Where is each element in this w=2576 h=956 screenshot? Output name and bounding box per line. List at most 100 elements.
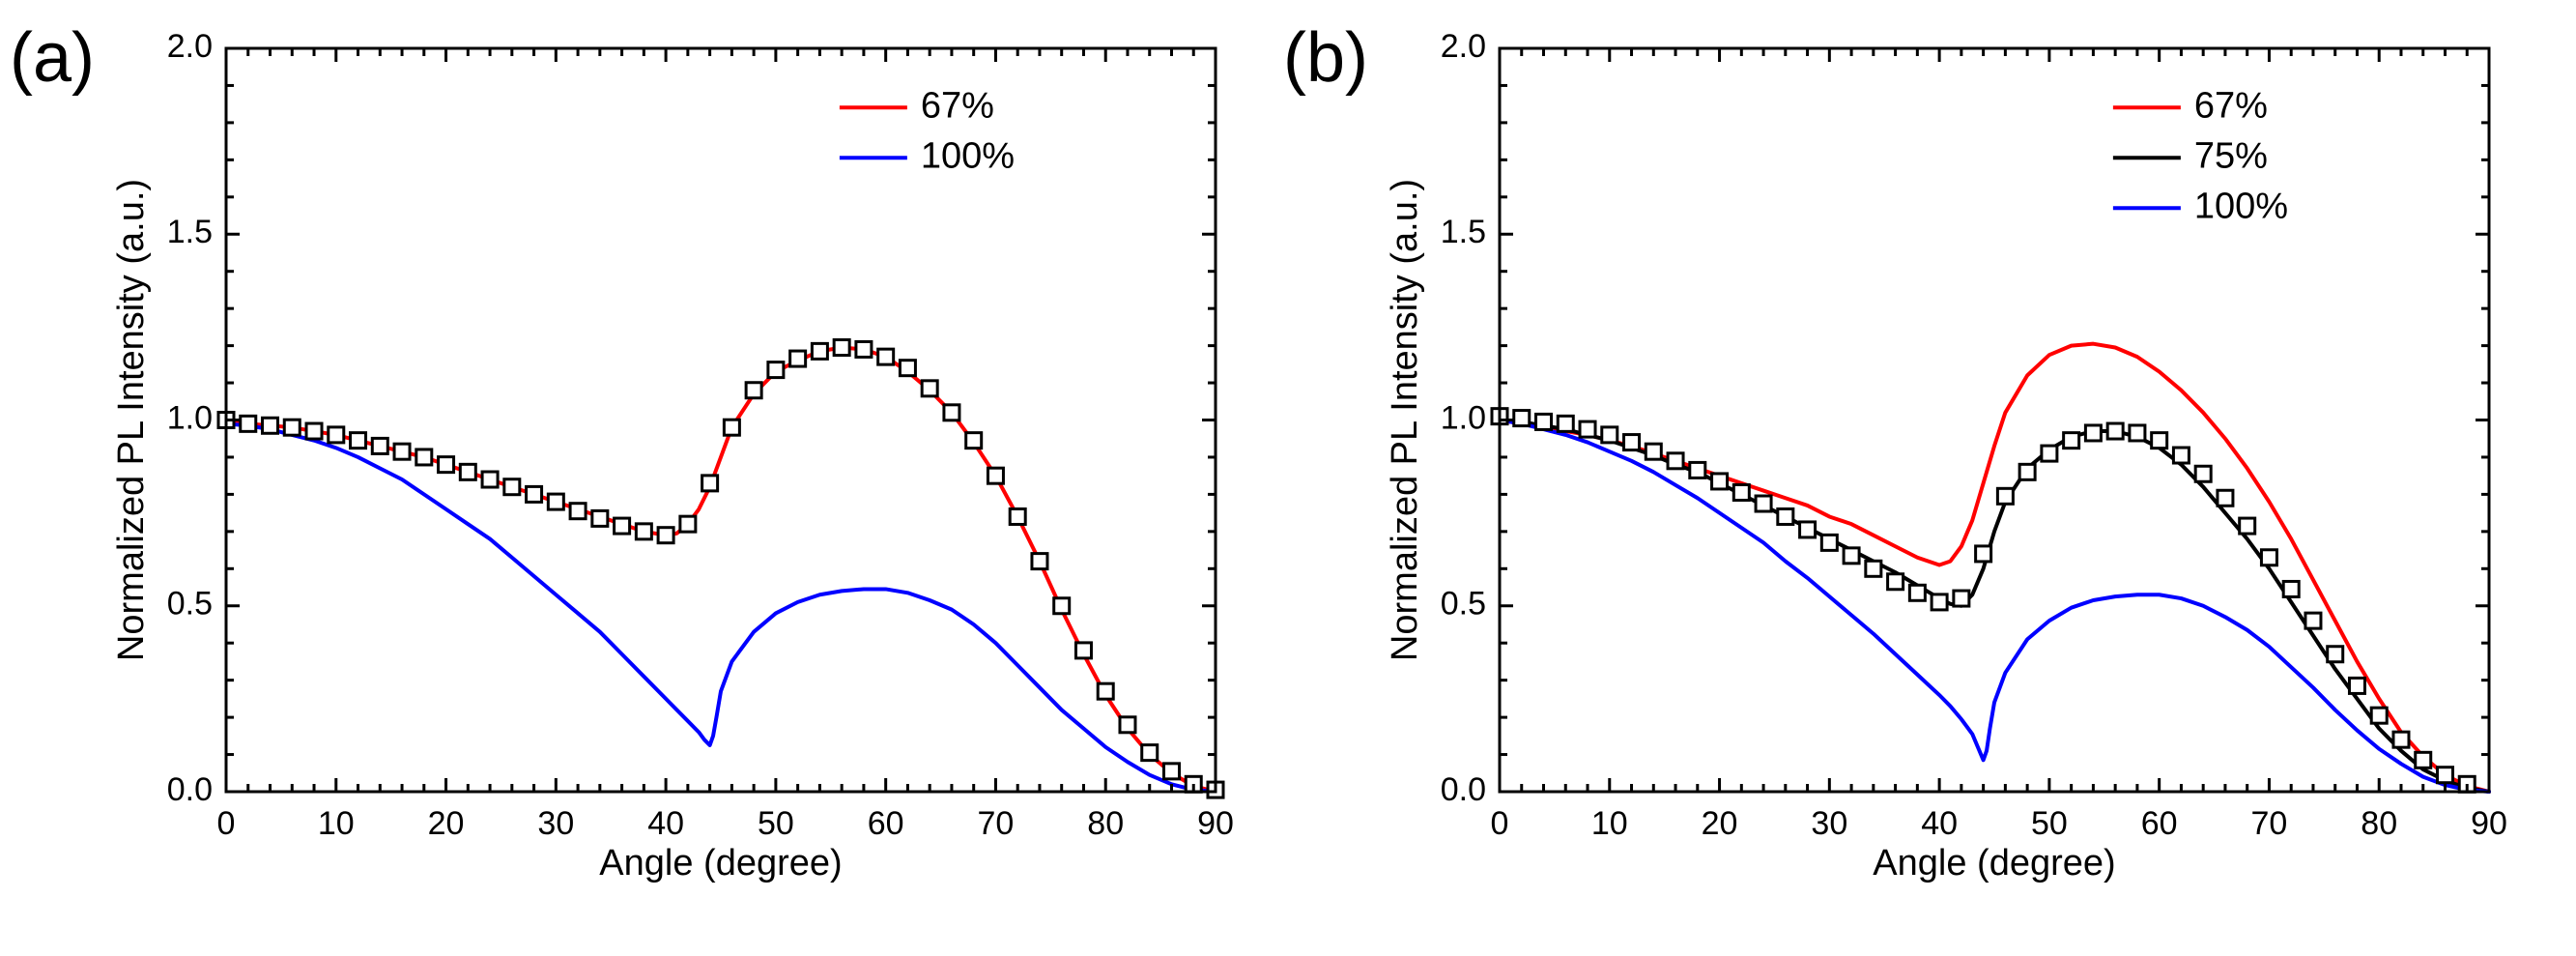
scatter-marker: [1954, 591, 1969, 606]
scatter-marker: [1010, 508, 1025, 524]
scatter-marker: [306, 423, 322, 439]
scatter-marker: [1778, 508, 1793, 524]
scatter-marker: [372, 438, 387, 453]
scatter-marker: [439, 457, 454, 473]
scatter-marker: [527, 486, 542, 502]
svg-text:80: 80: [2361, 805, 2397, 842]
svg-text:0: 0: [1491, 805, 1509, 842]
scatter-marker: [1032, 554, 1047, 569]
svg-text:30: 30: [1811, 805, 1847, 842]
scatter-marker: [2085, 425, 2101, 441]
scatter-marker: [2283, 581, 2299, 596]
svg-text:0.0: 0.0: [1441, 771, 1486, 808]
scatter-marker: [241, 416, 256, 431]
scatter-marker: [1098, 683, 1113, 699]
scatter-marker: [2261, 550, 2276, 565]
scatter-marker: [2349, 678, 2364, 693]
scatter-marker: [1054, 598, 1070, 614]
scatter-marker: [1163, 764, 1179, 779]
scatter-marker: [351, 433, 366, 449]
scatter-marker: [1712, 474, 1728, 489]
scatter-marker: [2152, 433, 2167, 449]
legend-label: 67%: [2194, 85, 2268, 126]
svg-text:40: 40: [1921, 805, 1958, 842]
svg-text:1.0: 1.0: [167, 399, 213, 436]
scatter-marker: [1580, 421, 1595, 437]
y-axis-label: Normalized PL Intensity (a.u.): [111, 179, 152, 661]
svg-text:1.0: 1.0: [1441, 399, 1486, 436]
scatter-marker: [987, 468, 1003, 483]
panel-letter-a: (a): [10, 23, 95, 93]
scatter-marker: [1997, 488, 2013, 504]
scatter-marker: [724, 420, 739, 435]
scatter-marker: [1733, 484, 1749, 500]
scatter-marker: [856, 341, 872, 357]
y-axis-label: Normalized PL Intensity (a.u.): [1385, 179, 1425, 661]
svg-text:1.5: 1.5: [1441, 214, 1486, 250]
scatter-marker: [2416, 752, 2431, 768]
x-axis-label: Angle (degree): [1873, 843, 2115, 884]
scatter-marker: [658, 528, 673, 543]
svg-text:90: 90: [2471, 805, 2507, 842]
chart-svg: 01020304050607080900.00.51.01.52.0Angle …: [100, 19, 1245, 898]
scatter-marker: [944, 405, 959, 420]
scatter-marker: [790, 351, 806, 366]
scatter-marker: [263, 418, 278, 433]
scatter-marker: [1514, 411, 1530, 426]
scatter-marker: [702, 476, 718, 491]
svg-text:0.0: 0.0: [167, 771, 213, 808]
scatter-marker: [1602, 427, 1617, 443]
legend-label: 100%: [921, 135, 1015, 176]
scatter-marker: [2064, 433, 2079, 449]
scatter-marker: [2019, 464, 2035, 479]
svg-text:0.5: 0.5: [1441, 586, 1486, 623]
legend-label: 67%: [921, 85, 994, 126]
svg-text:30: 30: [537, 805, 574, 842]
svg-text:2.0: 2.0: [167, 28, 213, 65]
svg-text:2.0: 2.0: [1441, 28, 1486, 65]
svg-text:20: 20: [1702, 805, 1738, 842]
scatter-marker: [2328, 647, 2343, 662]
scatter-marker: [592, 510, 608, 526]
scatter-marker: [615, 518, 630, 534]
svg-text:1.5: 1.5: [167, 214, 213, 250]
svg-text:10: 10: [318, 805, 355, 842]
scatter-marker: [1888, 574, 1903, 590]
scatter-marker: [329, 427, 344, 443]
scatter-marker: [2240, 518, 2255, 534]
scatter-marker: [2371, 708, 2387, 723]
scatter-marker: [284, 420, 300, 435]
scatter-marker: [922, 381, 937, 396]
scatter-marker: [636, 524, 651, 539]
scatter-marker: [2195, 466, 2211, 481]
panel-b: (b) 01020304050607080900.00.51.01.52.0An…: [1283, 19, 2518, 898]
scatter-marker: [570, 504, 586, 519]
scatter-marker: [1844, 548, 1859, 564]
scatter-marker: [812, 343, 827, 359]
svg-text:20: 20: [428, 805, 465, 842]
scatter-marker: [1976, 546, 1991, 562]
scatter-marker: [2437, 768, 2452, 783]
scatter-marker: [746, 383, 761, 398]
scatter-marker: [548, 494, 563, 509]
scatter-marker: [1624, 435, 1640, 450]
scatter-marker: [1866, 561, 1881, 576]
scatter-marker: [1646, 444, 1661, 459]
scatter-marker: [1536, 414, 1552, 429]
svg-text:70: 70: [978, 805, 1015, 842]
svg-text:0: 0: [217, 805, 236, 842]
scatter-marker: [1756, 496, 1771, 511]
scatter-marker: [1120, 717, 1135, 733]
scatter-marker: [2107, 423, 2123, 439]
scatter-marker: [1142, 745, 1158, 761]
scatter-marker: [878, 349, 894, 364]
scatter-marker: [504, 479, 520, 495]
legend-label: 100%: [2194, 186, 2288, 226]
svg-text:10: 10: [1591, 805, 1628, 842]
scatter-marker: [1558, 416, 1573, 431]
x-axis-label: Angle (degree): [599, 843, 842, 884]
scatter-marker: [834, 340, 849, 356]
legend-label: 75%: [2194, 135, 2268, 176]
scatter-marker: [416, 449, 432, 465]
svg-text:60: 60: [2141, 805, 2178, 842]
